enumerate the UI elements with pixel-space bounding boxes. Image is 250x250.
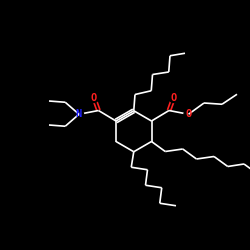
Circle shape: [169, 94, 178, 102]
Circle shape: [90, 94, 98, 102]
Circle shape: [184, 110, 193, 119]
Text: O: O: [186, 109, 192, 119]
Text: O: O: [170, 93, 177, 103]
Text: N: N: [76, 109, 82, 119]
Circle shape: [74, 110, 84, 119]
Text: O: O: [91, 93, 97, 103]
